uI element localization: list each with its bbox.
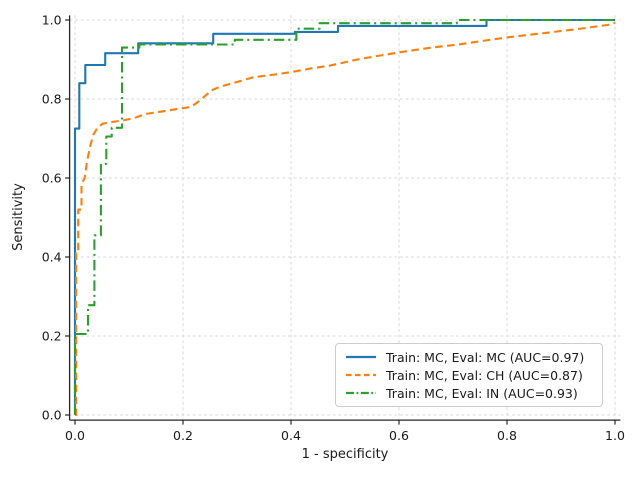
y-tick-label: 1.0 [42, 13, 62, 28]
legend: Train: MC, Eval: MC (AUC=0.97) Train: MC,… [335, 343, 603, 407]
y-tick-label: 0.4 [42, 250, 62, 265]
roc-curve-2 [73, 18, 615, 415]
legend-label: Train: MC, Eval: CH (AUC=0.87) [386, 367, 583, 383]
legend-line-swatch [346, 373, 376, 377]
x-tick-label: 0.0 [65, 428, 85, 443]
roc-curve-0 [73, 18, 615, 415]
axes-spines [68, 15, 621, 421]
y-axis-label: Sensitivity [11, 183, 26, 251]
legend-entry-0: Train: MC, Eval: MC (AUC=0.97) [345, 348, 594, 366]
x-tick-label: 1.0 [605, 428, 625, 443]
x-axis-label: 1 - specificity [302, 447, 389, 462]
y-tick-label: 0.6 [42, 171, 62, 186]
axis-ticks: 0.0 0.2 0.4 0.6 0.8 1.0 0.0 0.2 0.4 0.6 0.8 1.0 [42, 13, 625, 444]
y-tick-label: 0.2 [42, 329, 62, 344]
y-tick-label: 0.8 [42, 92, 62, 107]
legend-label: Train: MC, Eval: MC (AUC=0.97) [386, 349, 585, 365]
legend-line-swatch [346, 391, 376, 395]
x-tick-label: 0.6 [389, 428, 409, 443]
x-tick-label: 0.4 [281, 428, 301, 443]
roc-curves [73, 18, 616, 417]
x-tick-label: 0.2 [173, 428, 193, 443]
x-tick-label: 0.8 [497, 428, 517, 443]
gridlines [69, 15, 621, 421]
legend-entry-1: Train: MC, Eval: CH (AUC=0.87) [345, 366, 594, 384]
y-tick-label: 0.0 [42, 408, 62, 423]
legend-line-swatch [346, 355, 376, 359]
roc-curve-1 [75, 21, 616, 417]
legend-entry-2: Train: MC, Eval: IN (AUC=0.93) [345, 384, 594, 402]
legend-label: Train: MC, Eval: IN (AUC=0.93) [386, 385, 578, 401]
